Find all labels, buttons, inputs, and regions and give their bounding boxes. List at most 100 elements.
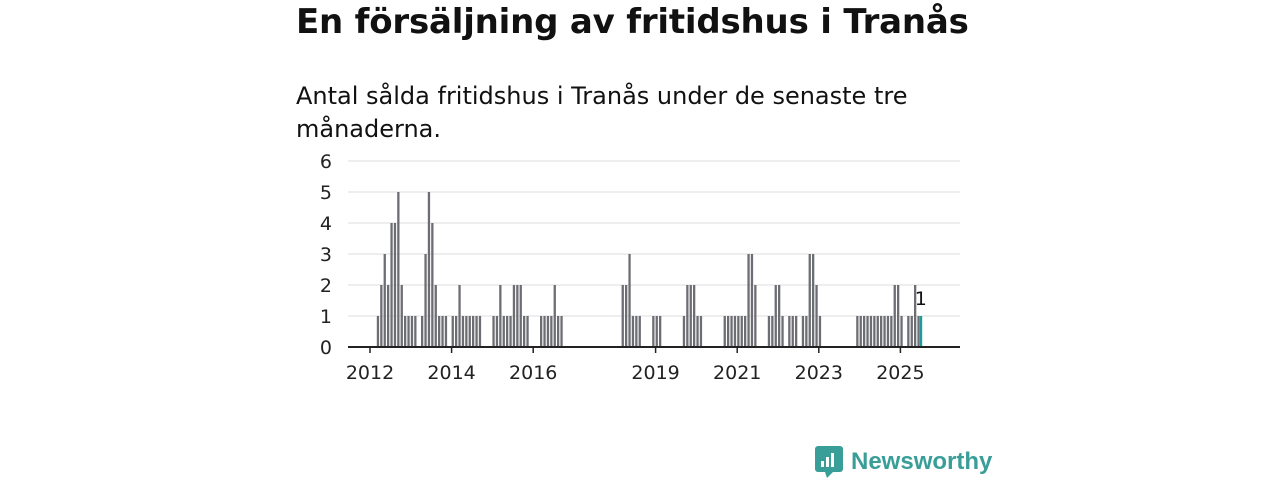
bar xyxy=(781,316,784,347)
bar xyxy=(475,316,478,347)
bar xyxy=(383,254,386,347)
bar xyxy=(410,316,414,347)
bar xyxy=(907,316,910,347)
bar xyxy=(502,316,505,347)
bar xyxy=(730,316,733,347)
bar xyxy=(801,316,805,347)
y-tick-label: 6 xyxy=(320,151,332,173)
x-tick-label: 2016 xyxy=(509,362,557,384)
bar xyxy=(812,254,815,347)
bar xyxy=(788,316,791,347)
bar xyxy=(750,254,754,347)
newsworthy-brand: Newsworthy xyxy=(815,446,992,478)
bar xyxy=(689,285,692,347)
bar xyxy=(880,316,883,347)
bar xyxy=(625,285,628,347)
x-tick-label: 2021 xyxy=(713,362,761,384)
bar xyxy=(890,316,893,347)
bar xyxy=(461,316,465,347)
bar xyxy=(380,285,383,347)
bar xyxy=(631,316,635,347)
bar xyxy=(635,316,638,347)
bar xyxy=(407,316,410,347)
bar xyxy=(693,285,696,347)
bar xyxy=(659,316,662,347)
bar xyxy=(866,316,869,347)
y-tick-label: 4 xyxy=(320,213,332,235)
bar xyxy=(546,316,550,347)
bar xyxy=(397,192,400,347)
bar xyxy=(441,316,444,347)
bar xyxy=(754,285,757,347)
y-tick-label: 2 xyxy=(320,275,332,297)
bar xyxy=(553,285,556,347)
bar xyxy=(886,316,890,347)
bar xyxy=(869,316,873,347)
chart-title: En försäljning av fritidshus i Tranås xyxy=(296,2,969,42)
bar xyxy=(557,316,560,347)
bar xyxy=(655,316,658,347)
bar xyxy=(744,316,747,347)
bar xyxy=(550,316,553,347)
bar xyxy=(506,316,509,347)
bar xyxy=(652,316,655,347)
bar xyxy=(767,316,771,347)
bar xyxy=(516,285,519,347)
bar xyxy=(638,316,641,347)
bar xyxy=(444,316,448,347)
bar xyxy=(458,285,461,347)
bar xyxy=(455,316,458,347)
bar xyxy=(478,316,482,347)
y-tick-label: 5 xyxy=(320,182,332,204)
bar xyxy=(424,254,427,347)
bar xyxy=(893,285,896,347)
bar xyxy=(519,285,522,347)
bar xyxy=(747,254,750,347)
bar xyxy=(400,285,403,347)
bar xyxy=(917,316,920,347)
bar xyxy=(818,316,822,347)
bar xyxy=(621,285,624,347)
bar xyxy=(495,316,499,347)
bar xyxy=(815,285,818,347)
bar xyxy=(883,316,886,347)
bar xyxy=(376,316,380,347)
bar xyxy=(427,192,431,347)
bar xyxy=(543,316,546,347)
bar xyxy=(393,223,397,347)
bar xyxy=(390,223,393,347)
bar xyxy=(723,316,726,347)
bar xyxy=(438,316,441,347)
x-tick-label: 2012 xyxy=(346,362,394,384)
bar xyxy=(509,316,512,347)
bar xyxy=(791,316,794,347)
bar xyxy=(499,285,502,347)
bar xyxy=(465,316,468,347)
bar xyxy=(472,316,475,347)
brand-name: Newsworthy xyxy=(851,448,993,475)
bar xyxy=(451,316,454,347)
bar xyxy=(492,316,495,347)
bar xyxy=(540,316,543,347)
bar xyxy=(404,316,407,347)
x-tick-label: 2023 xyxy=(795,362,843,384)
bar xyxy=(727,316,730,347)
bar xyxy=(897,285,900,347)
bar xyxy=(434,285,437,347)
highlight-value-label: 1 xyxy=(915,288,927,310)
bar xyxy=(900,316,903,347)
bar xyxy=(740,316,743,347)
x-tick-label: 2019 xyxy=(631,362,679,384)
bar xyxy=(628,254,631,347)
bar xyxy=(910,316,913,347)
bar xyxy=(682,316,686,347)
bar xyxy=(859,316,862,347)
bar xyxy=(431,223,434,347)
bar xyxy=(468,316,471,347)
newsworthy-logo-icon xyxy=(815,446,843,478)
y-tick-label: 1 xyxy=(320,306,332,328)
x-tick-label: 2014 xyxy=(427,362,475,384)
bar xyxy=(774,285,777,347)
bar xyxy=(733,316,737,347)
bar xyxy=(387,285,390,347)
